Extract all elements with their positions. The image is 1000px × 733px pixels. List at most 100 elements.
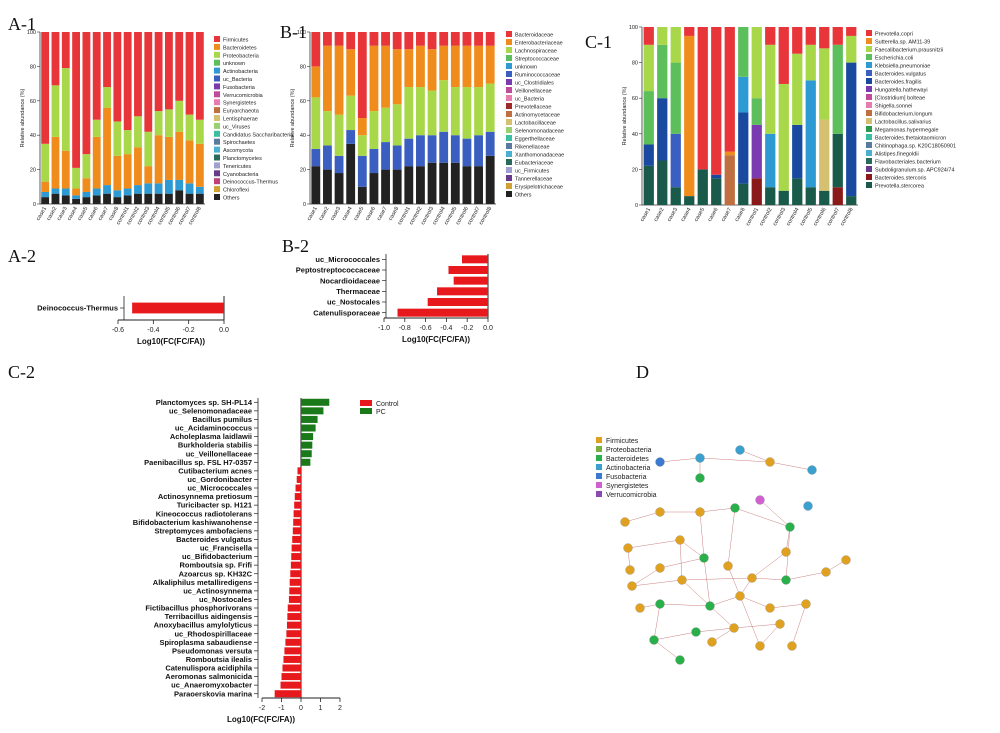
y-tick-label-C1: 100 <box>629 25 638 31</box>
y-tick-label-B1: 100 <box>297 30 306 36</box>
network-edge <box>759 499 791 528</box>
bar-segment-B1 <box>311 66 321 98</box>
bar-C2 <box>292 527 301 535</box>
network-edge <box>734 507 791 528</box>
bar-segment-B1 <box>485 155 495 204</box>
bar-B2 <box>453 276 488 285</box>
legend-swatch-network <box>596 473 602 479</box>
bar-segment-B1 <box>334 32 344 46</box>
legend-swatch-C1 <box>866 30 872 36</box>
bar-B2 <box>427 298 488 306</box>
network-edge <box>699 457 771 463</box>
bar-segment-A1 <box>51 85 60 137</box>
legend-swatch-C1 <box>866 166 872 172</box>
y-axis-label-A1: Relative abundance (%) <box>20 88 26 147</box>
bar-C2 <box>301 424 316 432</box>
network-node <box>755 641 765 651</box>
network-node <box>801 599 811 609</box>
bar-C2 <box>289 578 301 586</box>
bar-segment-A1 <box>185 140 194 184</box>
network-node <box>730 503 740 513</box>
network-node <box>677 575 687 585</box>
legend-swatch-B1 <box>506 63 512 69</box>
x-tick-label-A2: 0.0 <box>219 327 229 334</box>
bar-segment-C1 <box>657 160 668 205</box>
y-tick-label-C1: 60 <box>632 96 638 102</box>
bar-segment-C1 <box>765 187 776 205</box>
network-edge <box>727 507 736 567</box>
legend-label-C2: PC <box>376 409 386 416</box>
bar-segment-B1 <box>485 32 495 46</box>
bar-segment-A1 <box>123 130 132 155</box>
bar-segment-A1 <box>92 195 101 204</box>
bar-segment-B1 <box>427 135 437 163</box>
x-tick-label-B2: -1.0 <box>378 325 390 332</box>
bar-segment-B1 <box>369 32 379 46</box>
x-tick-label-C2: 1 <box>319 705 323 712</box>
category-label-C2: Azoarcus sp. KH32C <box>179 569 253 578</box>
network-node <box>807 465 817 475</box>
x-tick-label-C1: case4 <box>680 207 693 223</box>
legend-label-B1: Streptococcaceae <box>515 57 559 63</box>
legend-label-C1: Subdoligranulum.sp. APC924/74 <box>875 168 955 174</box>
legend-swatch-C1 <box>866 78 872 84</box>
legend-swatch-network <box>596 491 602 497</box>
bar-C2 <box>287 604 301 612</box>
bar-segment-A1 <box>175 190 184 204</box>
network-node <box>781 575 791 585</box>
legend-swatch-A1 <box>214 43 220 50</box>
network-edge <box>739 595 771 609</box>
legend-label-C2: Control <box>376 401 399 408</box>
category-label-C2: uc_Anaeromyxobacter <box>171 681 252 690</box>
panel-label-b2: B-2 <box>282 236 309 256</box>
network-edge <box>659 557 705 569</box>
category-label-C2: Pseudomonas versuta <box>172 646 253 655</box>
bar-segment-A1 <box>113 197 122 204</box>
bar-segment-B1 <box>323 169 332 204</box>
legend-label-C1: Lactobacillus.salivarius <box>875 120 931 126</box>
bar-segment-B1 <box>474 166 483 204</box>
legend-label-B1: Actinomycetaceae <box>515 113 560 119</box>
panel-label-a1: A-1 <box>8 14 36 34</box>
category-label-C2: uc_Selenomonadaceae <box>169 406 252 415</box>
network-edge <box>703 557 711 607</box>
bar-segment-A1 <box>61 195 70 204</box>
legend-swatch-B1 <box>506 143 512 149</box>
category-label-C2: Planctomyces sp. SH-PL14 <box>156 398 253 407</box>
bar-segment-B1 <box>462 138 472 167</box>
network-node <box>787 641 797 651</box>
bar-segment-B1 <box>439 162 449 204</box>
bar-segment-A1 <box>72 195 81 199</box>
x-tick-label-B1: case2 <box>318 206 331 222</box>
bar-segment-A1 <box>175 131 184 180</box>
legend-swatch-A1 <box>214 75 220 82</box>
x-tick-label-B2: -0.4 <box>440 325 452 332</box>
bar-segment-C1 <box>670 62 681 134</box>
bar-segment-B1 <box>404 32 414 50</box>
bar-segment-B1 <box>416 87 425 136</box>
bar-segment-B1 <box>474 32 483 46</box>
network-node <box>821 567 831 577</box>
network-edge <box>785 571 827 581</box>
bar-segment-C1 <box>643 44 654 92</box>
bar-segment-B1 <box>392 169 402 204</box>
network-edge <box>699 511 705 559</box>
bar-segment-B1 <box>323 32 332 46</box>
bar-C2 <box>290 570 301 578</box>
legend-label-A1: Chloroflexi <box>223 188 249 194</box>
bar-segment-B1 <box>427 32 437 50</box>
panel-label-b1: B-1 <box>280 22 307 42</box>
bar-segment-C1 <box>778 27 789 84</box>
legend-swatch-A1 <box>214 83 220 90</box>
bar-segment-A1 <box>82 197 91 204</box>
bar-segment-B1 <box>381 142 390 170</box>
legend-label-A1: Spirochaetes <box>223 140 255 146</box>
category-label-B2: uc_Micrococcales <box>315 255 380 264</box>
legend-label-A1: Synergistetes <box>223 101 257 107</box>
legend-label-B1: Veillonellaceae <box>515 89 552 95</box>
legend-label-A1: unknown <box>223 61 245 67</box>
bar-segment-C1 <box>670 27 681 63</box>
network-edge <box>727 565 741 597</box>
legend-label-A1: uc_Viruses <box>223 124 250 130</box>
bar-segment-C1 <box>778 83 789 191</box>
